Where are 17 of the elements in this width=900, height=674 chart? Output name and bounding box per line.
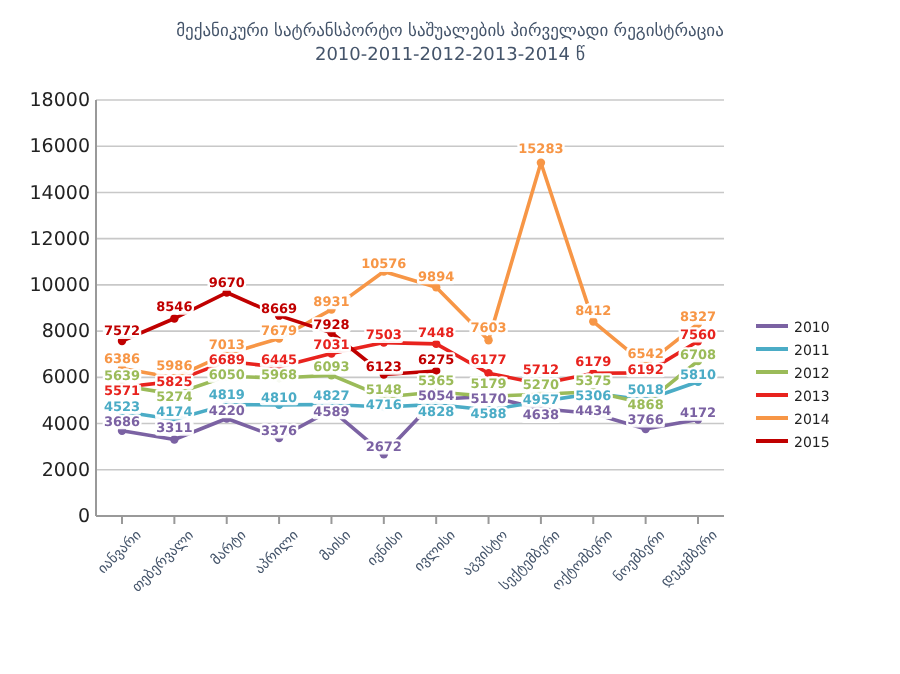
y-tick-label: 0 [77, 506, 90, 529]
y-tick-label: 2000 [41, 459, 90, 482]
y-tick-label: 10000 [29, 274, 90, 297]
y-tick-label: 8000 [41, 321, 90, 344]
point [589, 317, 598, 326]
y-tick-label: 14000 [29, 182, 90, 205]
chart-title: მექანიკური სატრანსპორტო საშუალების პირველადი რეგისტრაცია [176, 20, 724, 42]
y-tick-label: 4000 [41, 413, 90, 436]
y-tick-label: 12000 [29, 228, 90, 251]
point [431, 283, 441, 292]
point [170, 314, 179, 323]
point [484, 336, 493, 345]
y-tick-label: 16000 [29, 136, 90, 159]
chart-subtitle: 2010-2011-2012-2013-2014 წ [314, 44, 586, 66]
point [170, 435, 179, 444]
y-tick-label: 6000 [41, 367, 90, 390]
y-tick-label: 18000 [29, 90, 90, 113]
